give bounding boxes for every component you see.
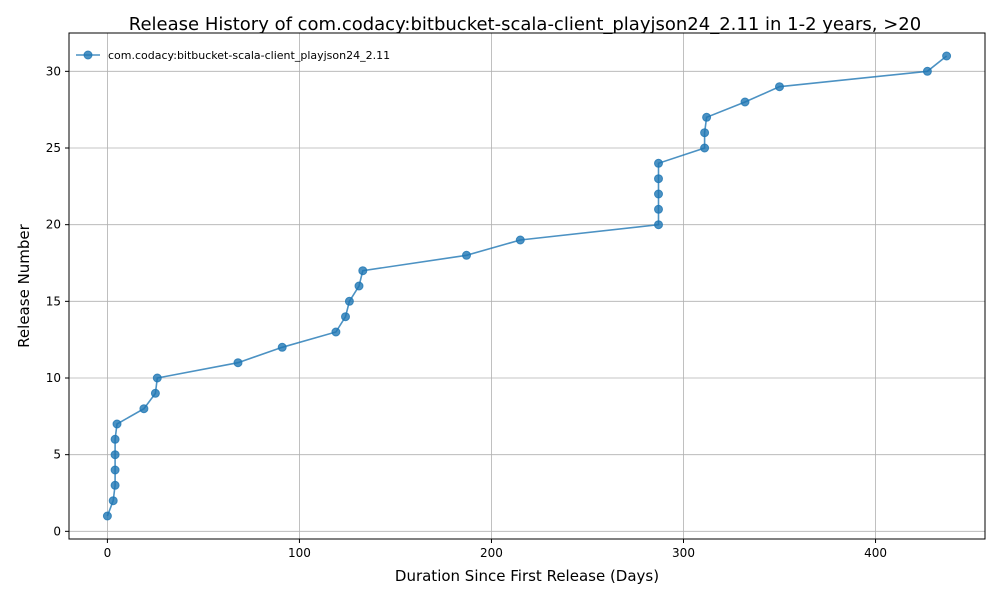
x-axis-label: Duration Since First Release (Days)	[395, 567, 659, 585]
data-point	[702, 112, 712, 122]
chart-title: Release History of com.codacy:bitbucket-…	[129, 14, 921, 35]
data-point	[331, 327, 341, 337]
y-tick-label: 0	[53, 524, 61, 538]
y-tick-label: 5	[53, 448, 61, 462]
y-tick-label: 20	[46, 218, 61, 232]
y-tick-label: 25	[46, 141, 61, 155]
y-tick-label: 15	[46, 294, 61, 308]
legend: com.codacy:bitbucket-scala-client_playjs…	[76, 49, 390, 62]
data-point	[700, 143, 710, 153]
data-point	[922, 66, 932, 76]
y-tick-label: 10	[46, 371, 61, 385]
legend-marker-swatch	[83, 50, 93, 60]
x-tick-label: 200	[480, 546, 503, 560]
data-point	[102, 511, 112, 521]
data-point	[233, 358, 243, 368]
data-point	[110, 450, 120, 460]
x-tick-label: 300	[672, 546, 695, 560]
x-tick-label: 0	[104, 546, 112, 560]
plot-frame	[68, 32, 986, 540]
data-point	[110, 465, 120, 475]
data-point	[740, 97, 750, 107]
data-point	[515, 235, 525, 245]
data-point	[654, 158, 663, 168]
data-point	[139, 404, 149, 414]
series-line	[106, 55, 948, 517]
x-tick-label: 100	[288, 546, 311, 560]
y-axis-label: Release Number	[15, 223, 33, 347]
data-point	[462, 250, 471, 260]
grid-lines	[69, 33, 985, 539]
data-point	[942, 51, 952, 61]
series-layer	[102, 51, 952, 521]
data-point	[108, 496, 118, 506]
data-point	[700, 128, 710, 138]
y-axis-ticks: 0 5 10 15 20 25 30	[46, 64, 69, 538]
data-point	[344, 296, 354, 306]
legend-entry: com.codacy:bitbucket-scala-client_playjs…	[108, 49, 390, 62]
x-axis-ticks: 0 100 200 300 400	[104, 539, 887, 560]
data-point	[654, 204, 663, 214]
data-point	[358, 266, 368, 276]
data-point	[654, 220, 663, 230]
data-point	[110, 434, 120, 444]
data-point	[775, 82, 784, 92]
x-tick-label: 400	[864, 546, 887, 560]
data-point	[150, 388, 160, 398]
data-point	[277, 342, 287, 352]
data-point	[354, 281, 364, 291]
data-point	[152, 373, 162, 383]
y-tick-label: 30	[46, 64, 61, 78]
data-point	[341, 312, 350, 322]
data-point	[654, 174, 663, 184]
data-point	[110, 480, 120, 490]
data-point	[654, 189, 663, 199]
data-point	[112, 419, 122, 429]
